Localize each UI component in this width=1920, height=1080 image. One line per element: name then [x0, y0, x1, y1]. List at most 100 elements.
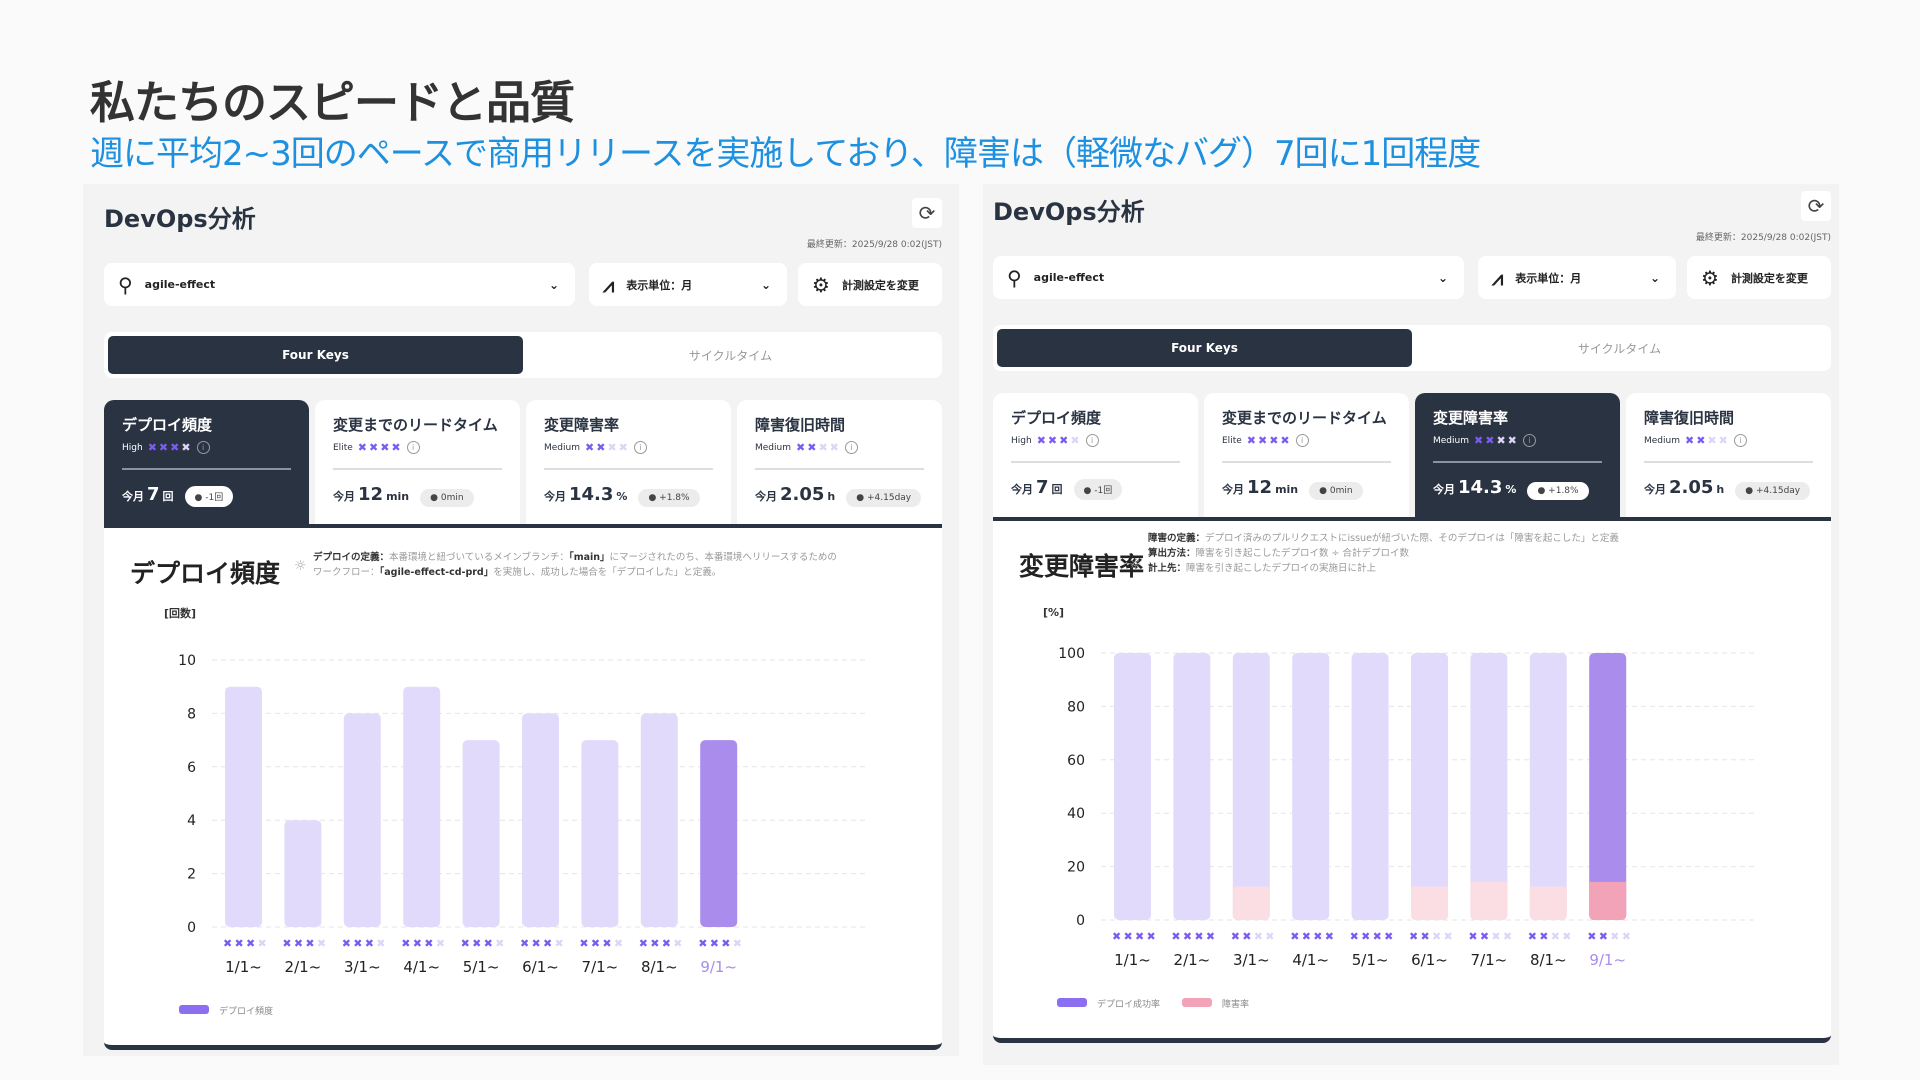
metric-value: 2.05	[780, 484, 825, 505]
rating-level: Elite	[333, 442, 353, 453]
rating-star-filled-icon: ✖	[472, 937, 481, 950]
bar	[343, 713, 381, 927]
divider	[122, 468, 291, 470]
chart-card: デプロイ頻度 ☼ デプロイの定義：本番環境と紐づいているメインブランチ：「main」…	[104, 524, 942, 1050]
tab-bar: Four Keys サイクルタイム	[104, 332, 942, 378]
rating-star-filled-icon: ✖	[380, 441, 390, 454]
refresh-button[interactable]: ⟳	[912, 198, 942, 228]
rating-star-filled-icon: ✖	[1474, 434, 1484, 447]
x-tick-label: 4/1~	[403, 958, 440, 976]
metric-prefix: 今月	[544, 490, 566, 503]
rating-star-filled-icon: ✖	[357, 441, 367, 454]
x-tick-label: 7/1~	[582, 958, 619, 976]
metric-title: デプロイ頻度	[1011, 409, 1102, 427]
metric-card-change-failure-rate[interactable]: 変更障害率 Medium ✖ ✖ ✖ ✖ i 今月 14.3% ● +1.8%	[526, 400, 731, 524]
rating-star-filled-icon: ✖	[1599, 930, 1608, 943]
refresh-button[interactable]: ⟳	[1801, 191, 1831, 221]
info-icon[interactable]: i	[1733, 434, 1747, 447]
rating-star-filled-icon: ✖	[1361, 930, 1370, 943]
last-updated: 最終更新：2025/9/28 0:02(JST)	[806, 240, 942, 250]
rating-star-empty-icon: ✖	[1491, 930, 1500, 943]
x-tick-label: 5/1~	[1352, 951, 1389, 969]
bar-success-segment	[1589, 653, 1627, 920]
legend-swatch	[179, 1005, 209, 1014]
metric-prefix: 今月	[122, 490, 144, 503]
info-icon[interactable]: i	[196, 441, 210, 454]
x-tick-label: 2/1~	[1174, 951, 1211, 969]
tab-cycle-time[interactable]: サイクルタイム	[1577, 341, 1662, 356]
rating-star-filled-icon: ✖	[246, 937, 255, 950]
display-unit-select[interactable]: ⩘ 表示単位：月 ⌄	[1478, 256, 1676, 299]
rating-star-filled-icon: ✖	[1384, 930, 1393, 943]
tab-four-keys[interactable]: Four Keys	[108, 336, 523, 374]
search-value: agile-effect	[1033, 271, 1105, 284]
metric-card-time-to-restore[interactable]: 障害復旧時間 Medium ✖ ✖ ✖ ✖ i 今月 2.05 h ● +4.15day	[1626, 393, 1831, 517]
rating-star-empty-icon: ✖	[1496, 434, 1506, 447]
gear-icon: ⚙	[1701, 265, 1719, 290]
rating-star-filled-icon: ✖	[1421, 930, 1430, 943]
display-unit-value: 表示単位：月	[626, 278, 693, 292]
metric-title: 変更までのリードタイム	[1222, 409, 1387, 427]
settings-label: 計測設定を変更	[841, 278, 919, 292]
rating-star-filled-icon: ✖	[1206, 930, 1215, 943]
rating-star-empty-icon: ✖	[1507, 434, 1517, 447]
panel-title: DevOps分析	[993, 198, 1145, 226]
divider	[1644, 461, 1813, 463]
definition-segment: 障害を引き起こしたデプロイ数 ÷ 合計デプロイ数	[1195, 548, 1410, 559]
metric-card-deploy-frequency[interactable]: デプロイ頻度 High ✖ ✖ ✖ ✖ i 今月 7 回 ● -1回	[104, 400, 309, 524]
metric-card-lead-time[interactable]: 変更までのリードタイム Elite ✖ ✖ ✖ ✖ i 今月 12 min ● 0min	[1204, 393, 1409, 517]
rating-star-filled-icon: ✖	[1302, 930, 1311, 943]
metric-prefix: 今月	[333, 490, 355, 503]
info-icon[interactable]: i	[844, 441, 858, 454]
change-settings-button[interactable]: ⚙ 計測設定を変更	[1687, 256, 1831, 299]
badge-dot-icon: ●	[1745, 486, 1756, 496]
rating-star-filled-icon: ✖	[532, 937, 541, 950]
bar-failure-segment	[1470, 881, 1508, 920]
refresh-icon: ⟳	[1807, 194, 1825, 218]
rating-star-empty-icon: ✖	[181, 441, 191, 454]
definition-line: 計上先：障害を引き起こしたデプロイの実施日に計上	[1148, 561, 1758, 576]
rating-star-filled-icon: ✖	[585, 441, 595, 454]
chevron-down-icon: ⌄	[1649, 270, 1660, 285]
metric-card-change-failure-rate[interactable]: 変更障害率 Medium ✖ ✖ ✖ ✖ i 今月 14.3% ● +1.8%	[1415, 393, 1620, 517]
metric-unit: 回	[162, 490, 174, 503]
info-icon[interactable]: i	[1295, 434, 1309, 447]
display-unit-select[interactable]: ⩘ 表示単位：月 ⌄	[589, 263, 787, 306]
info-icon[interactable]: i	[633, 441, 647, 454]
bar	[700, 740, 738, 927]
rating-star-filled-icon: ✖	[401, 937, 410, 950]
info-icon[interactable]: i	[406, 441, 420, 454]
rating-star-filled-icon: ✖	[1485, 434, 1495, 447]
y-tick-label: 40	[1067, 806, 1085, 822]
info-icon[interactable]: i	[1522, 434, 1536, 447]
rating-star-filled-icon: ✖	[639, 937, 648, 950]
metric-value: 7	[1036, 477, 1049, 498]
change-settings-button[interactable]: ⚙ 計測設定を変更	[798, 263, 942, 306]
definition-text: 障害の定義：デプロイ済みのプルリクエストにissueが紐づいた際、そのデプロイは…	[1148, 531, 1758, 576]
project-search-select[interactable]: ⚲ agile-effect ⌄	[104, 263, 575, 306]
metric-card-lead-time[interactable]: 変更までのリードタイム Elite ✖ ✖ ✖ ✖ i 今月 12 min ● 0min	[315, 400, 520, 524]
refresh-icon: ⟳	[918, 201, 936, 225]
line-chart-icon: ⩘	[603, 272, 615, 297]
rating-row: Medium ✖ ✖ ✖ ✖ i	[1433, 434, 1602, 447]
metric-card-deploy-frequency[interactable]: デプロイ頻度 High ✖ ✖ ✖ ✖ i 今月 7 回 ● -1回	[993, 393, 1198, 517]
x-tick-label: 8/1~	[1530, 951, 1567, 969]
rating-level: High	[122, 442, 143, 453]
project-search-select[interactable]: ⚲ agile-effect ⌄	[993, 256, 1464, 299]
y-tick-label: 8	[187, 706, 196, 722]
x-tick-label: 5/1~	[463, 958, 500, 976]
rating-star-filled-icon: ✖	[1696, 434, 1706, 447]
rating-star-filled-icon: ✖	[543, 937, 552, 950]
rating-star-filled-icon: ✖	[1124, 930, 1133, 943]
rating-star-filled-icon: ✖	[1325, 930, 1334, 943]
tab-cycle-time[interactable]: サイクルタイム	[688, 348, 773, 363]
rating-star-filled-icon: ✖	[1036, 434, 1046, 447]
metric-card-time-to-restore[interactable]: 障害復旧時間 Medium ✖ ✖ ✖ ✖ i 今月 2.05 h ● +4.15day	[737, 400, 942, 524]
rating-star-empty-icon: ✖	[1265, 930, 1274, 943]
rating-star-filled-icon: ✖	[1480, 930, 1489, 943]
tab-four-keys[interactable]: Four Keys	[997, 329, 1412, 367]
metric-title: 変更までのリードタイム	[333, 416, 498, 434]
info-icon[interactable]: i	[1085, 434, 1099, 447]
